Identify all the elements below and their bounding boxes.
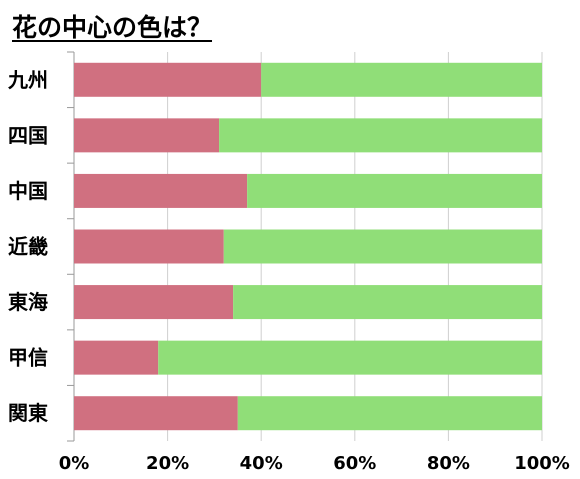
bar-segment-series-2 (158, 340, 543, 375)
category-label: 近畿 (8, 235, 48, 259)
category-label: 中国 (8, 179, 48, 203)
category-label: 四国 (8, 123, 48, 147)
x-tick-label: 20% (146, 453, 189, 474)
x-tick-label: 80% (427, 453, 470, 474)
bar-segment-series-2 (223, 229, 542, 264)
x-tick-label: 40% (240, 453, 283, 474)
x-tick-label: 0% (59, 453, 90, 474)
x-tick-labels: 0% 20% 40% 60% 80% 100% (59, 453, 570, 474)
bar-segment-series-2 (237, 396, 543, 431)
bar-segment-series-1 (74, 340, 159, 375)
category-label: 甲信 (8, 346, 48, 370)
bar-segment-series-1 (74, 396, 238, 431)
bar-segment-series-2 (247, 173, 542, 208)
bar-segment-series-1 (74, 62, 262, 97)
bar-segment-series-2 (233, 285, 542, 320)
bar-segment-series-1 (74, 173, 248, 208)
category-label: 九州 (7, 68, 48, 92)
axes (67, 51, 75, 442)
x-tick-label: 60% (333, 453, 376, 474)
x-tick-label: 100% (514, 453, 570, 474)
bar-segment-series-2 (219, 118, 542, 153)
bar-segment-series-2 (261, 62, 542, 97)
chart-title: 花の中心の色は？ (12, 13, 213, 42)
bars (74, 62, 543, 431)
category-label: 東海 (8, 290, 48, 314)
category-label: 関東 (8, 401, 48, 425)
bar-segment-series-1 (74, 118, 220, 153)
bar-segment-series-1 (74, 285, 234, 320)
bar-segment-series-1 (74, 229, 224, 264)
